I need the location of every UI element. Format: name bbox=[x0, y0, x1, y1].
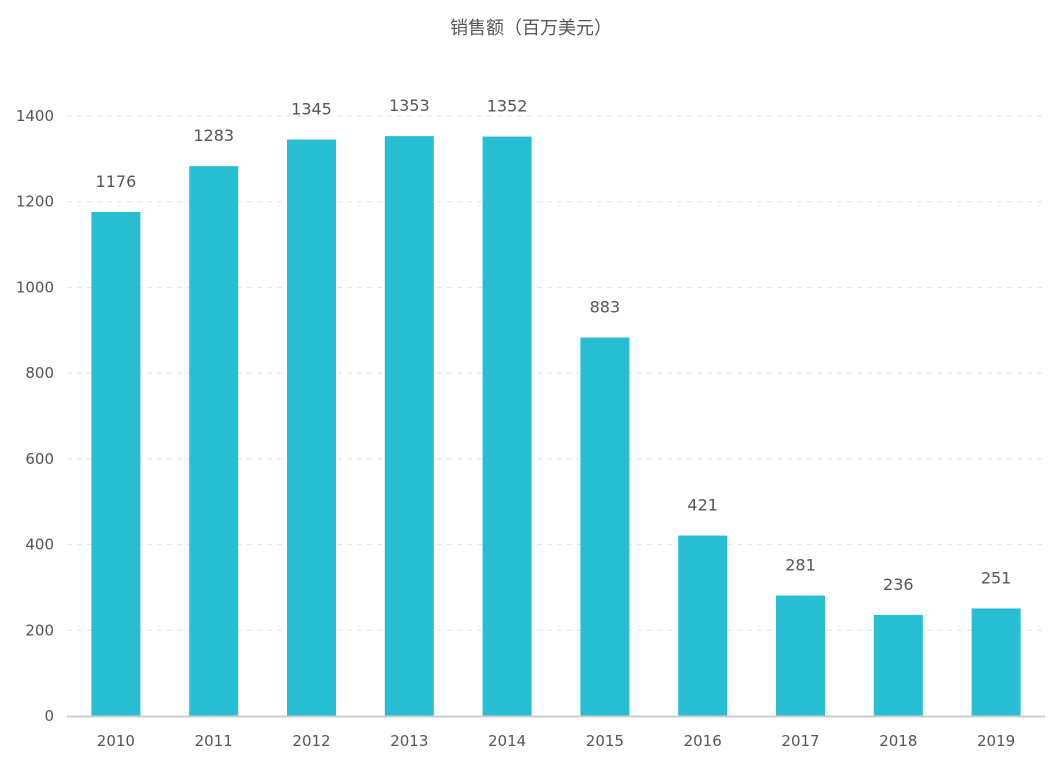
x-tick-label: 2018 bbox=[879, 732, 917, 750]
y-tick-label: 1200 bbox=[16, 193, 54, 211]
y-tick-label: 1000 bbox=[16, 278, 54, 296]
x-tick-label: 2014 bbox=[488, 732, 526, 750]
data-label: 1353 bbox=[389, 96, 430, 115]
x-tick-label: 2016 bbox=[684, 732, 722, 750]
data-label: 236 bbox=[883, 575, 914, 594]
data-labels: 1176 1283 1345 1353 1352 883 421 281 236 251 bbox=[96, 96, 1012, 594]
bar-2010[interactable] bbox=[91, 212, 141, 716]
x-tick-label: 2013 bbox=[390, 732, 428, 750]
bar-2013[interactable] bbox=[384, 136, 434, 717]
y-tick-label: 800 bbox=[25, 364, 54, 382]
bar-2011[interactable] bbox=[189, 166, 239, 717]
bar-2017[interactable] bbox=[776, 595, 825, 716]
y-tick-label: 200 bbox=[25, 621, 54, 639]
x-tick-label: 2017 bbox=[781, 732, 819, 750]
y-tick-label: 1400 bbox=[16, 107, 54, 125]
bar-2019[interactable] bbox=[971, 608, 1021, 716]
data-label: 1176 bbox=[96, 172, 137, 191]
chart-title: 销售额（百万美元） bbox=[450, 18, 612, 39]
y-tick-label: 600 bbox=[25, 450, 54, 468]
data-label: 251 bbox=[981, 568, 1012, 587]
y-tick-label: 0 bbox=[44, 707, 54, 725]
x-tick-label: 2012 bbox=[292, 732, 330, 750]
x-tick-label: 2010 bbox=[97, 732, 135, 750]
bar-2015[interactable] bbox=[580, 337, 630, 716]
bar-2016[interactable] bbox=[678, 535, 728, 716]
data-label: 1352 bbox=[487, 97, 528, 116]
bar-2014[interactable] bbox=[482, 136, 532, 717]
x-tick-label: 2019 bbox=[977, 732, 1015, 750]
data-label: 1283 bbox=[193, 126, 234, 145]
x-tick-label: 2011 bbox=[195, 732, 233, 750]
y-tick-label: 400 bbox=[25, 536, 54, 554]
x-axis: 2010 2011 2012 2013 2014 2015 2016 2017 2018 2019 bbox=[67, 715, 1045, 750]
x-tick-label: 2015 bbox=[586, 732, 624, 750]
data-label: 883 bbox=[590, 298, 621, 317]
data-label: 421 bbox=[687, 496, 718, 515]
y-axis: 0 200 400 600 800 1000 1200 1400 bbox=[16, 107, 54, 725]
bar-2018[interactable] bbox=[873, 614, 923, 716]
data-label: 1345 bbox=[291, 100, 332, 119]
bar-2012[interactable] bbox=[287, 139, 336, 717]
data-label: 281 bbox=[785, 556, 816, 575]
bars bbox=[91, 136, 1021, 717]
